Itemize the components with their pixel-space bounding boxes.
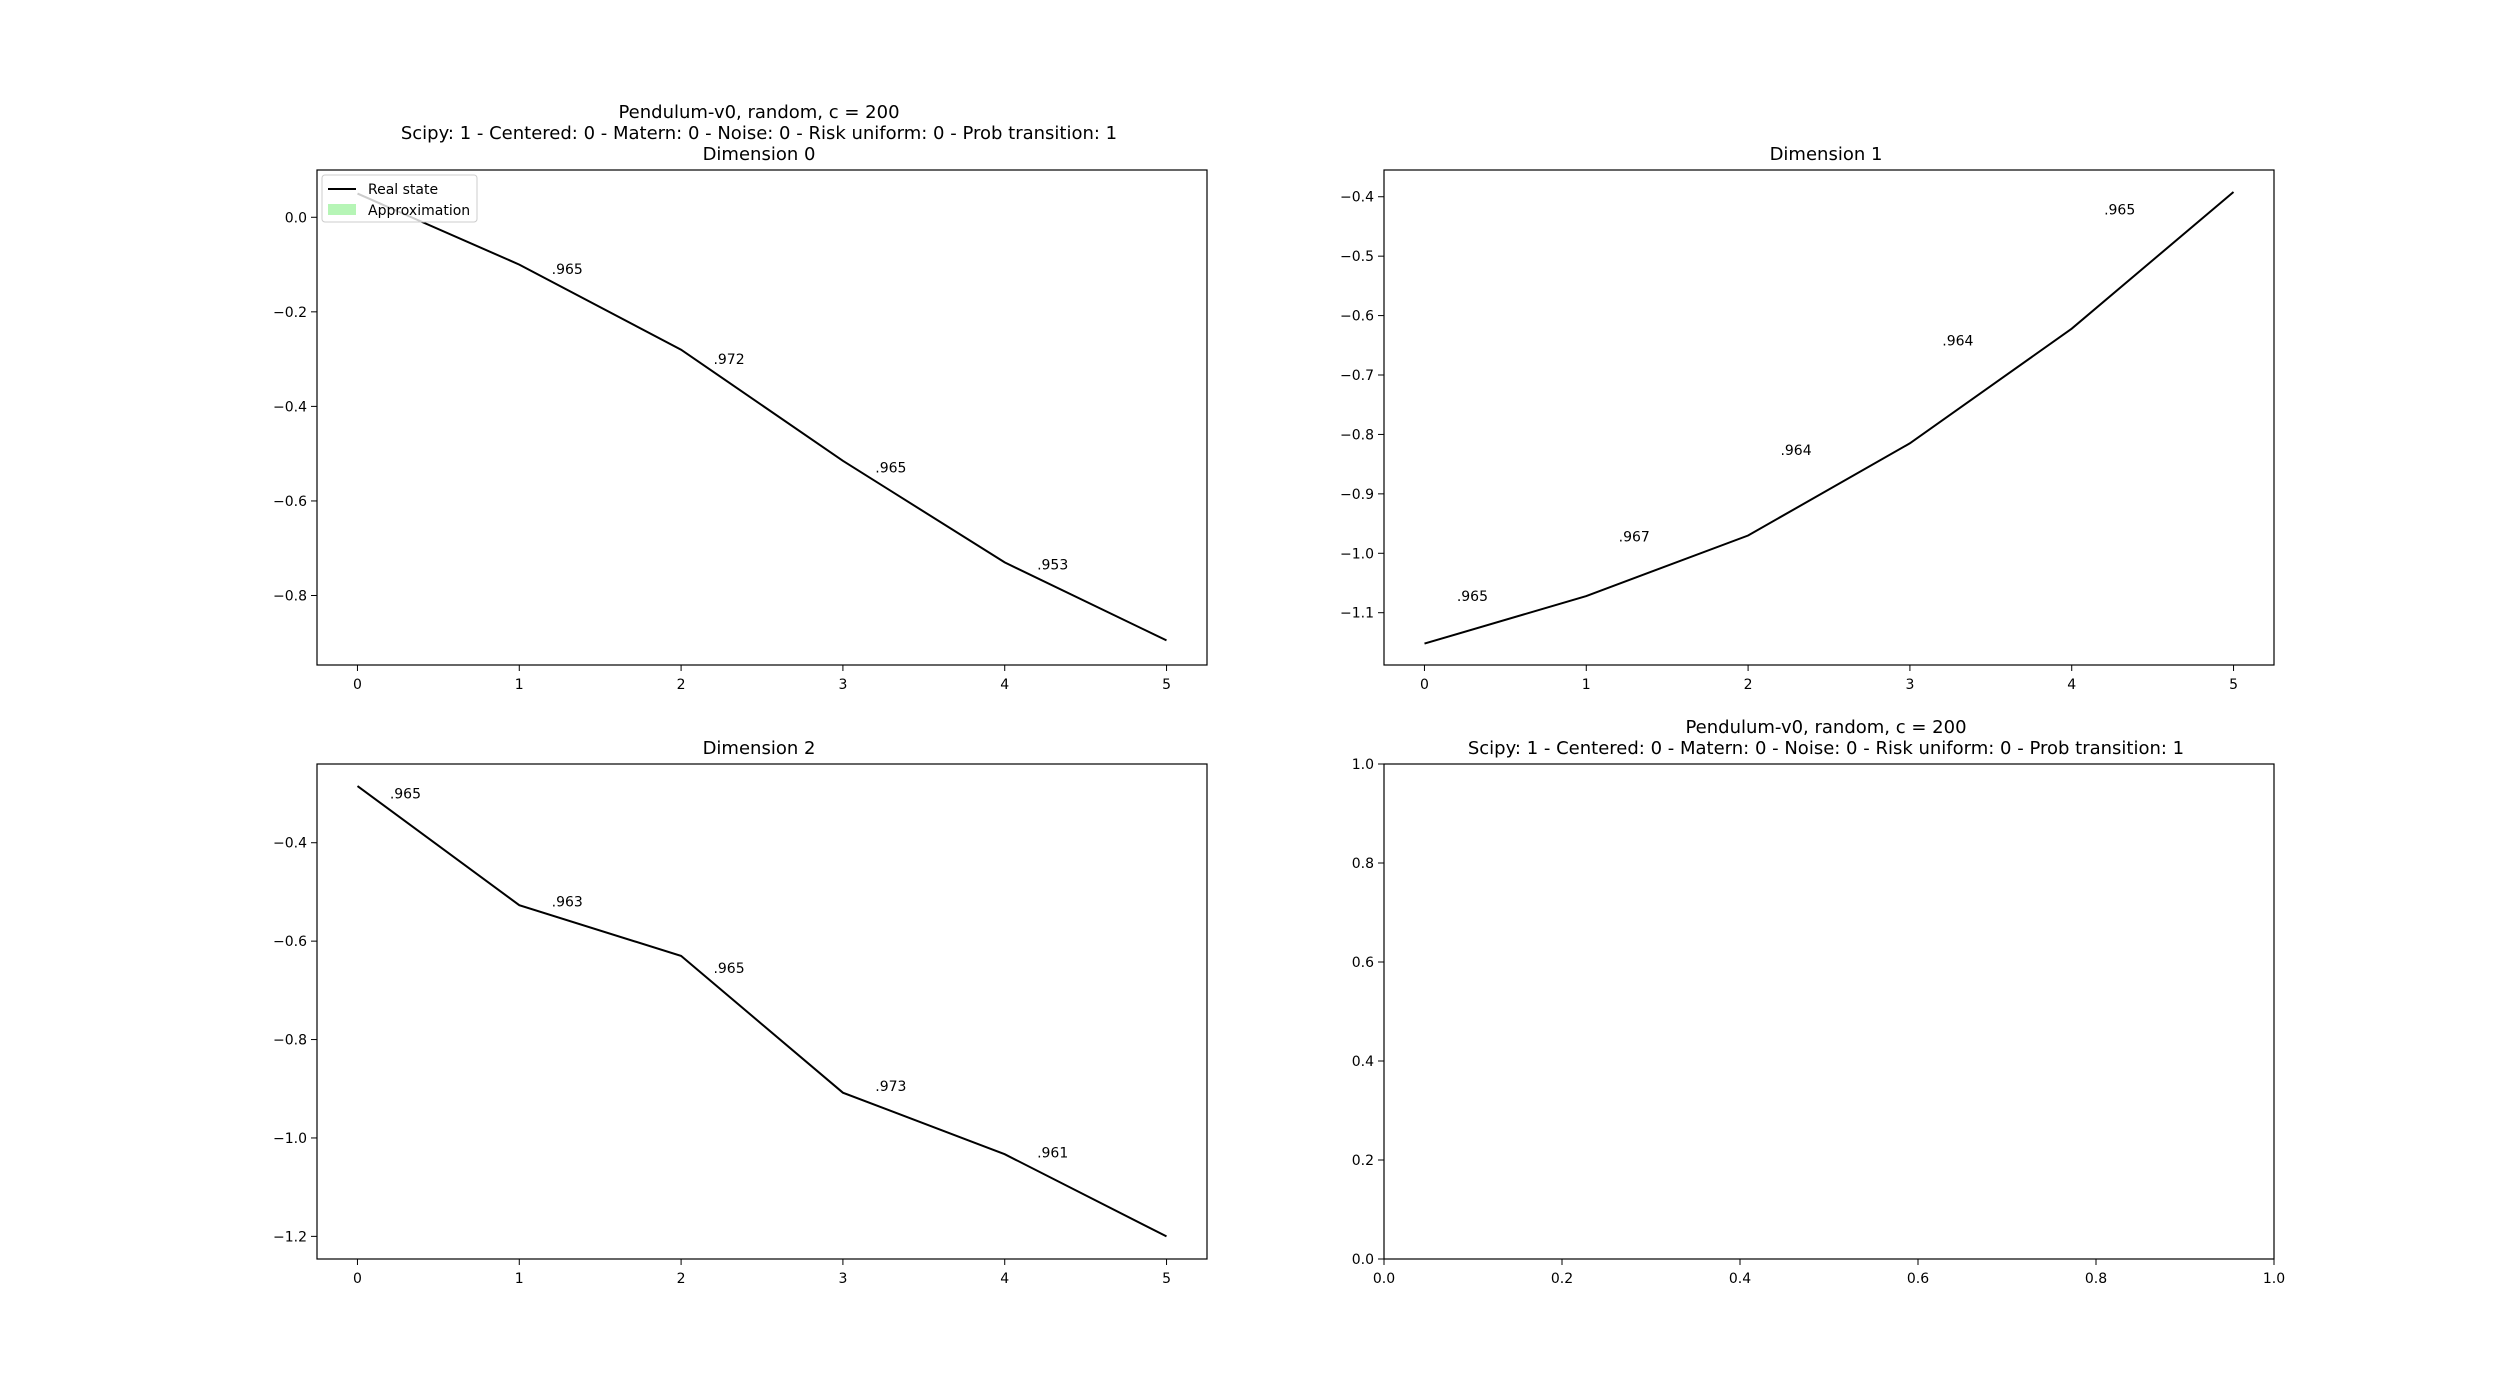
y-tick-label: 0.6 (1352, 955, 1374, 971)
legend-approx-label: Approximation (368, 203, 470, 219)
data-annotation: .965 (390, 786, 421, 802)
subtitle-right: Scipy: 1 - Centered: 0 - Matern: 0 - Noi… (1468, 738, 2184, 759)
x-tick-label: 3 (838, 1271, 847, 1287)
data-annotation: .953 (1037, 557, 1068, 573)
y-tick-label: −0.8 (273, 589, 307, 605)
data-annotation: .964 (1942, 333, 1973, 349)
y-tick-label: −0.8 (1340, 427, 1374, 443)
axes-frame-dim2 (316, 763, 1208, 1260)
y-tick-label: 0.4 (1352, 1054, 1374, 1070)
x-tick-label: 2 (1744, 677, 1753, 693)
y-tick-label: −0.8 (273, 1033, 307, 1049)
plots: 0 1 2 3 4 5 0.0 −0.2 −0.4 −0.6 −0.8 .965 .972 .965 .95… (273, 169, 2285, 1287)
y-tick-label: −1.1 (1340, 606, 1374, 622)
x-tick-label: 5 (1162, 1271, 1171, 1287)
y-tick-label: −0.6 (273, 934, 307, 950)
y-tick-label: −0.9 (1340, 487, 1374, 503)
axes-frame-dim0 (316, 169, 1208, 666)
axes-dim1: 0 1 2 3 4 5 −0.4 −0.5 −0.6 −0.7 −0.8 −0.9 −1.0 −1.1 .9… (1340, 169, 2275, 693)
axes-empty: 0.0 0.2 0.4 0.6 0.8 1.0 0.0 0.2 0.4 0.6 0.8 1.0 (1352, 757, 2285, 1287)
axes-dim2: 0 1 2 3 4 5 −0.4 −0.6 −0.8 −1.0 −1.2 .965 .963 .965 .9… (273, 763, 1208, 1287)
data-annotation: .967 (1619, 529, 1650, 545)
y-tick-label: −0.4 (1340, 190, 1374, 206)
x-tick-label: 0.0 (1373, 1271, 1395, 1287)
x-tick-label: 2 (677, 677, 686, 693)
legend-frame (321, 174, 478, 223)
data-annotation: .972 (713, 352, 744, 368)
y-tick-label: −0.5 (1340, 249, 1374, 265)
y-tick-label: −0.2 (273, 305, 307, 321)
x-tick-label: 0.2 (1551, 1271, 1573, 1287)
x-tick-label: 3 (838, 677, 847, 693)
y-tick-label: 0.2 (1352, 1153, 1374, 1169)
x-tick-label: 0.4 (1729, 1271, 1751, 1287)
series-line-real-state (1424, 191, 2235, 645)
y-tick-label: 0.8 (1352, 856, 1374, 872)
y-tick-label: 0.0 (285, 210, 307, 226)
series-line-real-state (357, 192, 1167, 642)
data-annotation: .964 (1780, 443, 1811, 459)
axes-frame-empty (1383, 763, 2275, 1260)
x-tick-label: 1 (515, 1271, 524, 1287)
data-annotation: .965 (713, 961, 744, 977)
x-tick-label: 2 (677, 1271, 686, 1287)
data-annotation: .965 (552, 262, 583, 278)
data-annotation: .961 (1037, 1146, 1068, 1162)
x-tick-label: 1 (515, 677, 524, 693)
y-tick-label: −0.7 (1340, 368, 1374, 384)
data-annotation: .965 (875, 461, 906, 477)
x-tick-label: 1 (1582, 677, 1591, 693)
y-tick-label: 1.0 (1352, 757, 1374, 773)
x-tick-label: 0 (1420, 677, 1429, 693)
y-tick-label: 0.0 (1352, 1252, 1374, 1268)
x-tick-label: 3 (1905, 677, 1914, 693)
axes-dim0: 0 1 2 3 4 5 0.0 −0.2 −0.4 −0.6 −0.8 .965 .972 .965 .95… (273, 169, 1208, 693)
x-tick-label: 4 (1000, 1271, 1009, 1287)
data-annotation: .973 (875, 1079, 906, 1095)
data-annotation: .963 (552, 895, 583, 911)
x-tick-label: 0.6 (1907, 1271, 1929, 1287)
x-tick-label: 4 (1000, 677, 1009, 693)
data-annotation: .965 (1457, 589, 1488, 605)
y-tick-label: −0.6 (1340, 309, 1374, 325)
axes-title-dim1: Dimension 1 (1770, 144, 1883, 165)
y-tick-label: −0.4 (273, 399, 307, 415)
legend-real-label: Real state (368, 182, 438, 198)
x-tick-label: 1.0 (2263, 1271, 2285, 1287)
y-tick-label: −0.6 (273, 494, 307, 510)
y-tick-label: −1.0 (273, 1131, 307, 1147)
x-tick-label: 0.8 (2085, 1271, 2107, 1287)
x-tick-label: 0 (353, 677, 362, 693)
x-tick-label: 0 (353, 1271, 362, 1287)
x-tick-label: 4 (2067, 677, 2076, 693)
data-annotation: .965 (2104, 203, 2135, 219)
y-tick-label: −0.4 (273, 836, 307, 852)
axes-frame-dim1 (1383, 169, 2275, 666)
suptitle-right: Pendulum-v0, random, c = 200 (1685, 717, 1966, 738)
y-tick-label: −1.2 (273, 1229, 307, 1245)
axes-title-dim2: Dimension 2 (703, 738, 816, 759)
subtitle-left: Scipy: 1 - Centered: 0 - Matern: 0 - Noi… (401, 123, 1117, 144)
legend: Real state Approximation (321, 174, 478, 223)
suptitle-left: Pendulum-v0, random, c = 200 (618, 102, 899, 123)
x-tick-label: 5 (2229, 677, 2238, 693)
legend-approx-swatch (328, 204, 356, 215)
y-tick-label: −1.0 (1340, 546, 1374, 562)
series-line-real-state (356, 785, 1167, 1238)
x-tick-label: 5 (1162, 677, 1171, 693)
axes-title-dim0: Dimension 0 (703, 144, 816, 165)
